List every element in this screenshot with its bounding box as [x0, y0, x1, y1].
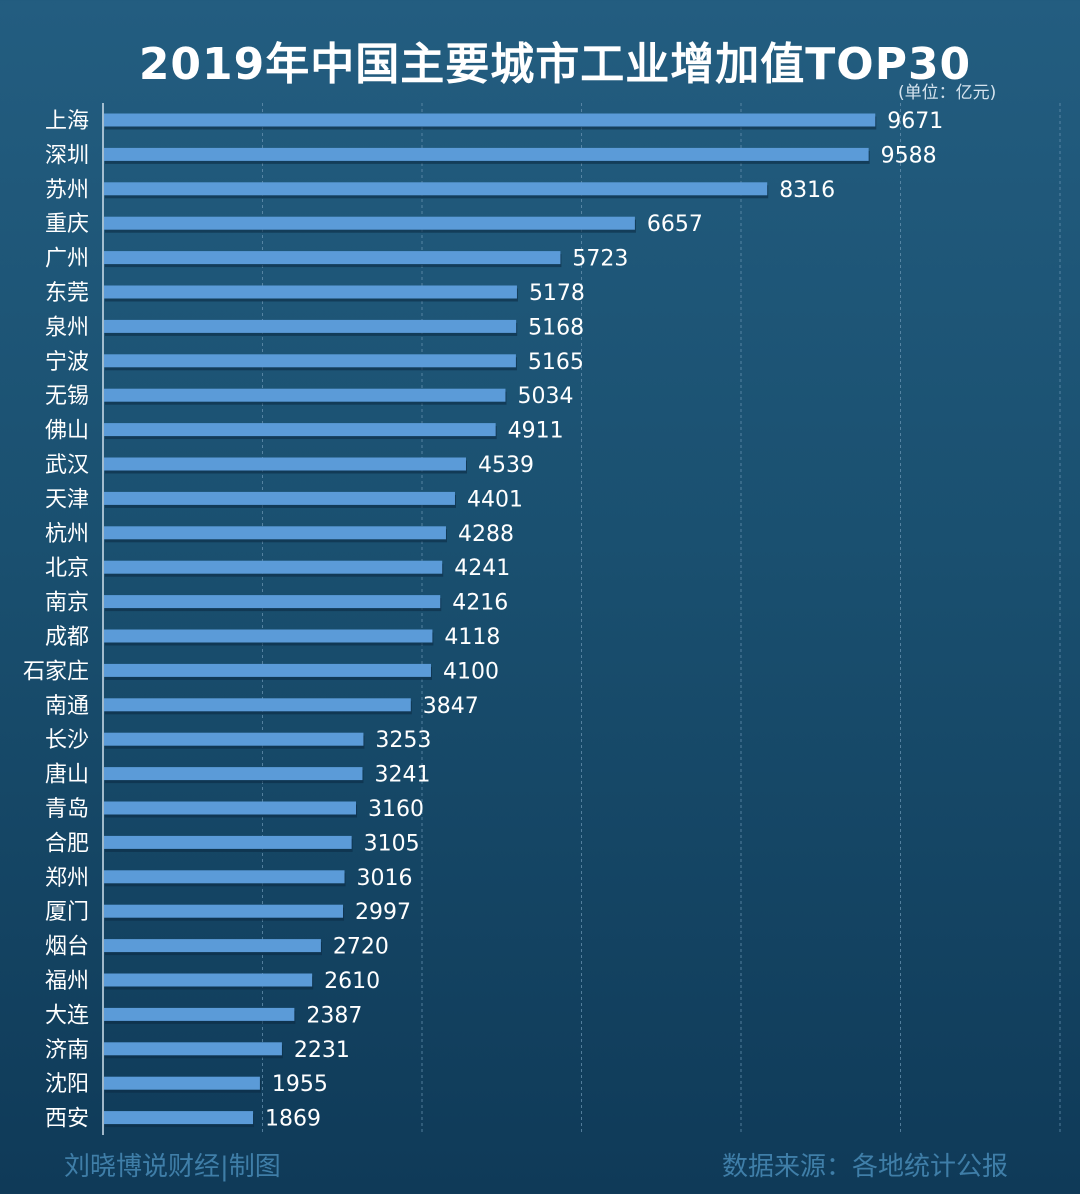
- category-label: 大连: [45, 1003, 89, 1028]
- value-label: 3847: [423, 694, 479, 719]
- bar: [104, 870, 345, 884]
- category-label: 苏州: [45, 178, 89, 203]
- category-label: 唐山: [45, 763, 89, 788]
- category-label: 济南: [45, 1038, 89, 1063]
- bar: [104, 251, 561, 265]
- bar: [104, 629, 433, 643]
- category-label: 南京: [45, 591, 89, 616]
- unit-label: (单位：亿元): [898, 83, 997, 103]
- category-label: 石家庄: [23, 659, 89, 684]
- category-label: 北京: [45, 556, 89, 581]
- bar: [104, 973, 313, 987]
- bar: [104, 457, 466, 471]
- bar: [104, 595, 441, 609]
- bar: [104, 560, 443, 574]
- bar: [104, 1007, 295, 1021]
- category-label: 宁波: [45, 350, 89, 375]
- value-label: 5165: [528, 350, 584, 375]
- value-label: 9588: [881, 143, 937, 168]
- category-label: 青岛: [45, 797, 89, 822]
- value-label: 5723: [572, 247, 628, 272]
- bar: [104, 526, 446, 540]
- bar: [104, 182, 768, 196]
- category-label: 郑州: [45, 866, 89, 891]
- bar: [104, 1111, 254, 1125]
- category-label: 福州: [45, 969, 89, 994]
- bar: [104, 904, 344, 918]
- category-label: 无锡: [45, 384, 89, 409]
- bar: [104, 388, 506, 402]
- value-label: 4118: [444, 625, 500, 650]
- category-label: 杭州: [45, 522, 89, 547]
- category-label: 厦门: [45, 900, 89, 925]
- value-label: 3016: [357, 866, 413, 891]
- category-label: 西安: [45, 1107, 89, 1132]
- value-label: 4401: [467, 487, 523, 512]
- category-label: 广州: [45, 247, 89, 272]
- bar: [104, 423, 496, 437]
- bar: [104, 113, 876, 127]
- value-label: 2610: [324, 969, 380, 994]
- bar: [104, 491, 455, 505]
- value-label: 1955: [272, 1072, 328, 1097]
- bar: [104, 216, 635, 230]
- category-label: 武汉: [45, 453, 89, 478]
- value-label: 2720: [333, 935, 389, 960]
- value-label: 2231: [294, 1038, 350, 1063]
- source-text: 数据来源：各地统计公报: [722, 1152, 1009, 1182]
- category-label: 烟台: [45, 935, 89, 960]
- category-label: 上海: [45, 109, 89, 134]
- category-label: 重庆: [45, 212, 89, 237]
- bar: [104, 767, 363, 781]
- bar: [104, 663, 431, 677]
- bar: [104, 939, 321, 953]
- value-label: 3105: [364, 831, 420, 856]
- value-label: 2997: [355, 900, 411, 925]
- value-label: 6657: [647, 212, 703, 237]
- value-label: 4100: [443, 659, 499, 684]
- value-label: 2387: [306, 1003, 362, 1028]
- bar: [104, 354, 516, 368]
- value-label: 3241: [374, 763, 430, 788]
- value-label: 5034: [517, 384, 573, 409]
- bar: [104, 835, 352, 849]
- bar: [104, 1042, 282, 1056]
- bar: [104, 285, 517, 299]
- bar: [104, 147, 869, 161]
- category-label: 佛山: [45, 419, 89, 444]
- value-label: 3160: [368, 797, 424, 822]
- category-label: 深圳: [45, 143, 89, 168]
- category-label: 东莞: [45, 281, 89, 306]
- value-label: 4539: [478, 453, 534, 478]
- credit-text: 刘晓博说财经|制图: [64, 1152, 281, 1182]
- category-label: 成都: [45, 625, 89, 650]
- category-label: 天津: [45, 487, 89, 512]
- category-label: 合肥: [45, 831, 89, 856]
- bar: [104, 319, 517, 333]
- value-label: 1869: [265, 1107, 321, 1132]
- value-label: 8316: [779, 178, 835, 203]
- value-label: 4241: [454, 556, 510, 581]
- value-label: 3253: [375, 728, 431, 753]
- category-label: 长沙: [45, 728, 89, 753]
- value-label: 9671: [887, 109, 943, 134]
- value-label: 4288: [458, 522, 514, 547]
- bar: [104, 801, 357, 815]
- bar: [104, 698, 411, 712]
- category-label: 泉州: [45, 315, 89, 340]
- value-label: 5178: [529, 281, 585, 306]
- value-label: 4216: [452, 591, 508, 616]
- bar: [104, 732, 364, 746]
- chart-title: 2019年中国主要城市工业增加值TOP30: [138, 39, 972, 90]
- category-label: 沈阳: [45, 1072, 89, 1097]
- bar: [104, 1076, 260, 1090]
- value-label: 4911: [508, 419, 564, 444]
- category-label: 南通: [45, 694, 89, 719]
- value-label: 5168: [528, 315, 584, 340]
